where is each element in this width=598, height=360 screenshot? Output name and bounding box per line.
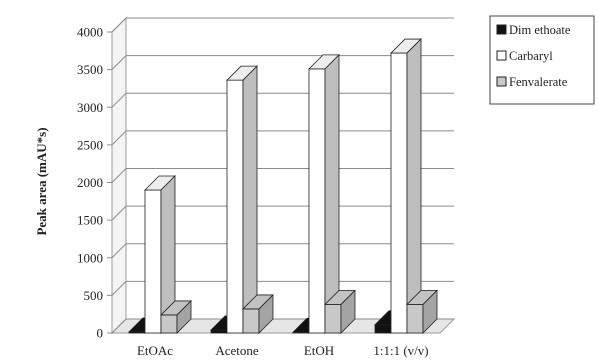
legend-box [489, 15, 595, 105]
bar-fenvalerate-4 [406, 289, 438, 334]
y-tick-label: 2500 [77, 137, 103, 152]
bar-fenvalerate-3 [324, 289, 356, 334]
y-axis-title: Peak area (mAU*s) [34, 127, 49, 235]
x-category-label: 1:1:1 (v/v) [373, 343, 428, 358]
bar-carbaryl-4 [390, 38, 422, 334]
y-axis-ticks: 0 500 1000 1500 2000 2500 3000 3500 4000 [77, 25, 112, 341]
legend-swatch [496, 76, 507, 87]
bar-fenvalerate-2 [242, 293, 274, 334]
y-tick-label: 500 [84, 288, 104, 303]
x-category-label: EtOAc [137, 343, 173, 358]
legend-item: Dim ethoate [496, 23, 571, 37]
y-tick-label: 0 [97, 326, 104, 341]
legend-label: Carbaryl [509, 49, 553, 63]
gridline [111, 55, 454, 70]
legend-item: Fenvalerate [496, 75, 568, 89]
bar-carbaryl-2 [226, 65, 258, 334]
y-tick-label: 3500 [77, 62, 103, 77]
gridline [111, 243, 454, 259]
y-tick-label: 1500 [77, 213, 103, 228]
gridline [111, 92, 454, 108]
y-tick-label: 3000 [77, 100, 103, 115]
y-tick-label: 1000 [77, 250, 103, 265]
x-category-label: EtOH [304, 343, 334, 358]
bar-carbaryl-1 [144, 175, 176, 334]
legend-label: Fenvalerate [509, 75, 568, 89]
gridline [111, 168, 454, 183]
legend: Dim ethoate Carbaryl Fenvalerate [489, 15, 595, 105]
x-axis-labels: EtOAc Acetone EtOH 1:1:1 (v/v) [137, 343, 429, 358]
y-tick-label: 4000 [77, 25, 103, 40]
bar-carbaryl-3 [308, 53, 340, 334]
x-category-label: Acetone [215, 343, 259, 358]
gridline [111, 17, 454, 33]
bars [128, 38, 438, 334]
legend-label: Dim ethoate [509, 23, 571, 37]
gridline [111, 130, 454, 146]
gridline [111, 280, 454, 296]
bar-fenvalerate-1 [160, 299, 192, 334]
legend-item: Carbaryl [496, 49, 553, 63]
gridline [111, 205, 454, 221]
legend-swatch [496, 50, 507, 61]
legend-swatch [496, 24, 507, 35]
y-tick-label: 2000 [77, 175, 103, 190]
gridlines [111, 17, 454, 334]
